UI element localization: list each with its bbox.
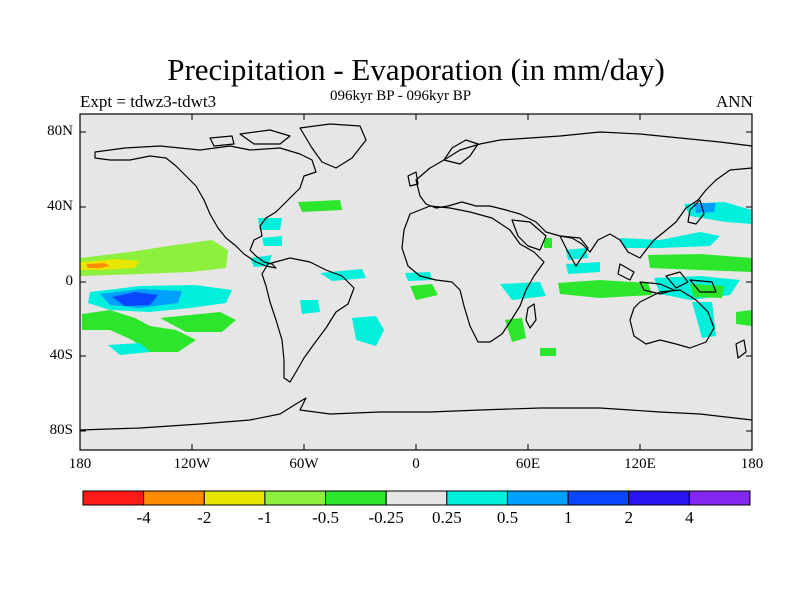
contour-east-pacific-cyan bbox=[262, 236, 282, 246]
lat-tick-label: 80N bbox=[47, 123, 73, 139]
contour-brazil-cyan bbox=[300, 300, 320, 314]
contour-indian-equator-green bbox=[558, 280, 652, 298]
lon-tick-label: 0 bbox=[412, 456, 420, 472]
colorbar-label: 1 bbox=[563, 508, 573, 527]
contour-south-pacific-green bbox=[82, 310, 196, 352]
contour-south-atlantic-cyan bbox=[352, 316, 384, 346]
colorbar-label: 0.25 bbox=[431, 508, 462, 527]
coast-africa bbox=[401, 205, 545, 343]
coast-new-zealand bbox=[735, 339, 747, 359]
coast-greenland bbox=[299, 123, 367, 169]
colorbar-label: -0.25 bbox=[368, 508, 404, 527]
colorbar-label: -0.5 bbox=[312, 508, 339, 527]
precipitation-contours bbox=[80, 200, 752, 356]
contour-warm-pool-green bbox=[690, 284, 724, 298]
coast-scandinavia bbox=[443, 139, 479, 165]
lat-tick-label: 40N bbox=[47, 198, 73, 214]
colorbar-label: -4 bbox=[136, 508, 151, 527]
lon-tick-label: 120E bbox=[624, 456, 656, 472]
contour-west-pacific-cyan bbox=[620, 232, 720, 248]
map-subtitle: 096kyr BP - 096kyr BP bbox=[330, 88, 472, 104]
contour-maritime-green bbox=[648, 254, 752, 272]
contour-pacific-itcz-core bbox=[86, 263, 110, 268]
colorbar-swatch bbox=[82, 490, 145, 506]
colorbar-label: -2 bbox=[197, 508, 212, 527]
colorbar-swatch bbox=[264, 490, 327, 506]
coastlines bbox=[80, 123, 752, 431]
colorbar-label: 2 bbox=[624, 508, 633, 527]
contour-south-pacific-green-2 bbox=[160, 312, 236, 332]
lat-tick-label: 0 bbox=[65, 273, 74, 289]
lat-tick-label: 80S bbox=[49, 422, 73, 438]
map-ocean-background bbox=[80, 114, 752, 450]
contour-indian-cyan-2 bbox=[566, 262, 600, 274]
coast-antarctica bbox=[80, 397, 752, 431]
coast-north-america bbox=[94, 145, 317, 269]
contour-south-pacific-cyan-2 bbox=[108, 343, 150, 355]
experiment-label: Expt = tdwz3-tdwt3 bbox=[80, 92, 217, 111]
colorbar-swatch bbox=[385, 490, 448, 506]
colorbar-swatch bbox=[325, 490, 387, 506]
colorbar-label: -1 bbox=[257, 508, 272, 527]
coast-indonesia bbox=[617, 263, 717, 295]
contour-arabian-green bbox=[544, 238, 552, 248]
lon-tick-label: 180 bbox=[740, 456, 764, 472]
colorbar-swatch bbox=[143, 490, 205, 506]
colorbar-label: 0.5 bbox=[496, 508, 519, 527]
contour-spcz-cyan bbox=[692, 302, 716, 338]
contour-spcz-green bbox=[736, 310, 752, 326]
map-title: Precipitation - Evaporation (in mm/day) bbox=[167, 52, 665, 87]
colorbar-swatch bbox=[688, 490, 751, 506]
colorbar-swatch bbox=[506, 490, 569, 506]
lon-tick-label: 180 bbox=[68, 456, 92, 472]
coast-south-america bbox=[261, 257, 355, 383]
contour-gulf-stream-green bbox=[298, 200, 342, 212]
contour-atlantic-itcz-east bbox=[405, 272, 432, 281]
coast-madagascar bbox=[525, 303, 537, 329]
colorbar-swatch bbox=[203, 490, 266, 506]
coast-japan bbox=[687, 199, 705, 225]
lon-tick-label: 60W bbox=[289, 456, 319, 472]
lon-tick-label: 60E bbox=[515, 456, 541, 472]
season-label: ANN bbox=[716, 92, 753, 111]
colorbar-label: 4 bbox=[685, 508, 694, 527]
contour-indian-cyan bbox=[500, 282, 546, 300]
contour-south-pacific-darkblue bbox=[112, 292, 158, 306]
lat-tick-label: 40S bbox=[49, 347, 73, 363]
contour-east-africa-green bbox=[505, 318, 526, 342]
coast-australia bbox=[629, 289, 715, 349]
coast-eurasia bbox=[415, 131, 752, 259]
lon-tick-label: 120W bbox=[173, 456, 211, 472]
coast-arabia-india bbox=[511, 219, 589, 267]
coast-arctic-islands bbox=[209, 129, 291, 147]
contour-madagascar-green bbox=[540, 348, 556, 356]
coast-uk bbox=[407, 171, 419, 187]
colorbar-swatch bbox=[567, 490, 630, 506]
contour-caribbean-cyan bbox=[250, 255, 272, 267]
colorbar-swatch bbox=[446, 490, 508, 506]
contour-kuroshio-blue bbox=[694, 203, 716, 213]
colorbar-swatch bbox=[628, 490, 690, 506]
contour-west-africa-green bbox=[410, 284, 438, 300]
